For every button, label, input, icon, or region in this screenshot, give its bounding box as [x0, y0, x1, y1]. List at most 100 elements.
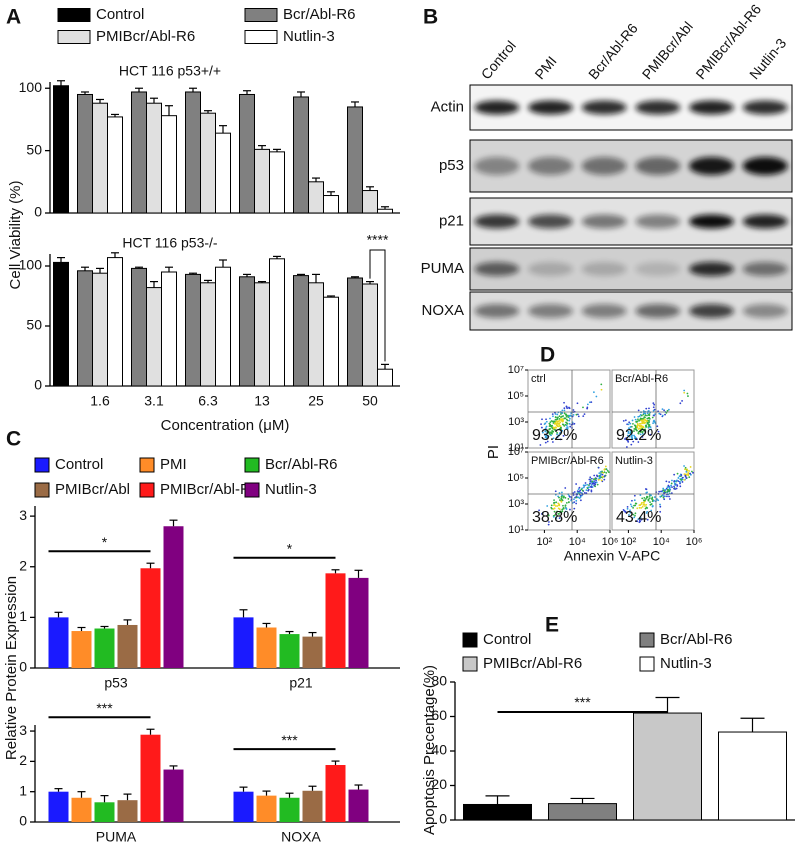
event-dot: [585, 489, 588, 492]
legend-swatch: [57, 30, 91, 44]
bar: [302, 636, 323, 668]
event-dot: [574, 496, 576, 499]
blot-lane-label: Control: [478, 37, 519, 82]
event-dot: [668, 486, 671, 489]
event-dot: [674, 482, 676, 485]
bar: [347, 106, 363, 214]
event-dot: [626, 505, 629, 508]
percentage-label: 93.2%: [532, 427, 577, 444]
blot-strip: [469, 197, 793, 246]
event-dot: [604, 465, 607, 468]
bar: [362, 190, 378, 214]
legend-label: Nutlin-3: [265, 481, 317, 498]
event-dot: [563, 401, 565, 404]
blot-row-label: p21: [439, 212, 464, 229]
event-dot: [600, 388, 603, 391]
event-dot: [646, 417, 649, 420]
bar: [377, 208, 393, 214]
event-dot: [680, 474, 683, 477]
event-dot: [650, 494, 652, 497]
event-dot: [629, 422, 632, 425]
event-dot: [572, 413, 575, 416]
event-dot: [597, 478, 600, 481]
event-dot: [632, 440, 635, 443]
event-dot: [622, 420, 625, 422]
event-dot: [598, 477, 601, 480]
event-dot: [668, 489, 671, 492]
legend-swatch: [244, 457, 260, 473]
event-dot: [563, 417, 566, 420]
event-dot: [593, 391, 595, 394]
event-dot: [568, 419, 571, 422]
bar: [293, 275, 309, 387]
event-dot: [646, 414, 648, 417]
event-dot: [559, 438, 562, 441]
event-dot: [552, 415, 554, 418]
event-dot: [600, 479, 603, 482]
event-dot: [546, 505, 549, 507]
event-dot: [556, 413, 559, 416]
bar: [254, 282, 270, 387]
event-dot: [606, 469, 609, 472]
event-dot: [675, 480, 677, 482]
event-dot: [568, 495, 571, 498]
event-dot: [642, 410, 645, 412]
event-dot: [562, 507, 565, 509]
bar: [146, 102, 162, 214]
y-tick-label: 1: [19, 782, 27, 798]
event-dot: [663, 491, 666, 494]
event-dot: [605, 468, 608, 470]
event-dot: [673, 485, 675, 488]
bar: [163, 769, 184, 822]
event-dot: [590, 401, 593, 403]
event-dot: [639, 425, 642, 428]
event-dot: [575, 502, 578, 505]
event-dot: [648, 497, 651, 500]
panel-label: D: [540, 344, 555, 367]
event-dot: [636, 507, 639, 510]
bar: [146, 287, 162, 387]
event-dot: [637, 415, 640, 418]
event-dot: [562, 496, 565, 499]
event-dot: [632, 506, 634, 509]
legend-swatch: [57, 8, 91, 22]
event-dot: [567, 498, 570, 500]
event-dot: [667, 484, 670, 487]
event-dot: [685, 470, 688, 473]
event-dot: [630, 505, 633, 508]
event-dot: [667, 408, 670, 411]
event-dot: [650, 503, 653, 505]
event-dot: [601, 475, 604, 478]
blot-band: [635, 262, 681, 276]
blot-row-label: NOXA: [421, 302, 464, 319]
event-dot: [641, 426, 644, 428]
event-dot: [657, 499, 660, 502]
blot-band: [742, 100, 788, 115]
event-dot: [625, 437, 628, 439]
event-dot: [556, 433, 558, 436]
bar: [77, 93, 93, 214]
event-dot: [627, 430, 630, 433]
event-dot: [646, 412, 649, 415]
blot-strip: [469, 247, 793, 291]
bar: [323, 296, 339, 387]
event-dot: [632, 513, 635, 516]
blot-lane-label: PMI: [531, 53, 559, 82]
blot-row-label: PUMA: [421, 260, 464, 277]
bar: [233, 791, 254, 822]
event-dot: [544, 430, 547, 433]
event-dot: [590, 486, 593, 489]
event-dot: [633, 435, 636, 438]
event-dot: [648, 420, 651, 422]
blot-band: [635, 304, 681, 318]
bar: [131, 91, 147, 214]
y-tick-label: 100: [19, 79, 43, 95]
event-dot: [630, 431, 633, 434]
event-dot: [552, 437, 555, 440]
event-dot: [648, 425, 651, 428]
bar: [377, 368, 393, 387]
event-dot: [593, 474, 596, 477]
event-dot: [603, 471, 606, 474]
blot-row-label: Actin: [431, 98, 464, 115]
